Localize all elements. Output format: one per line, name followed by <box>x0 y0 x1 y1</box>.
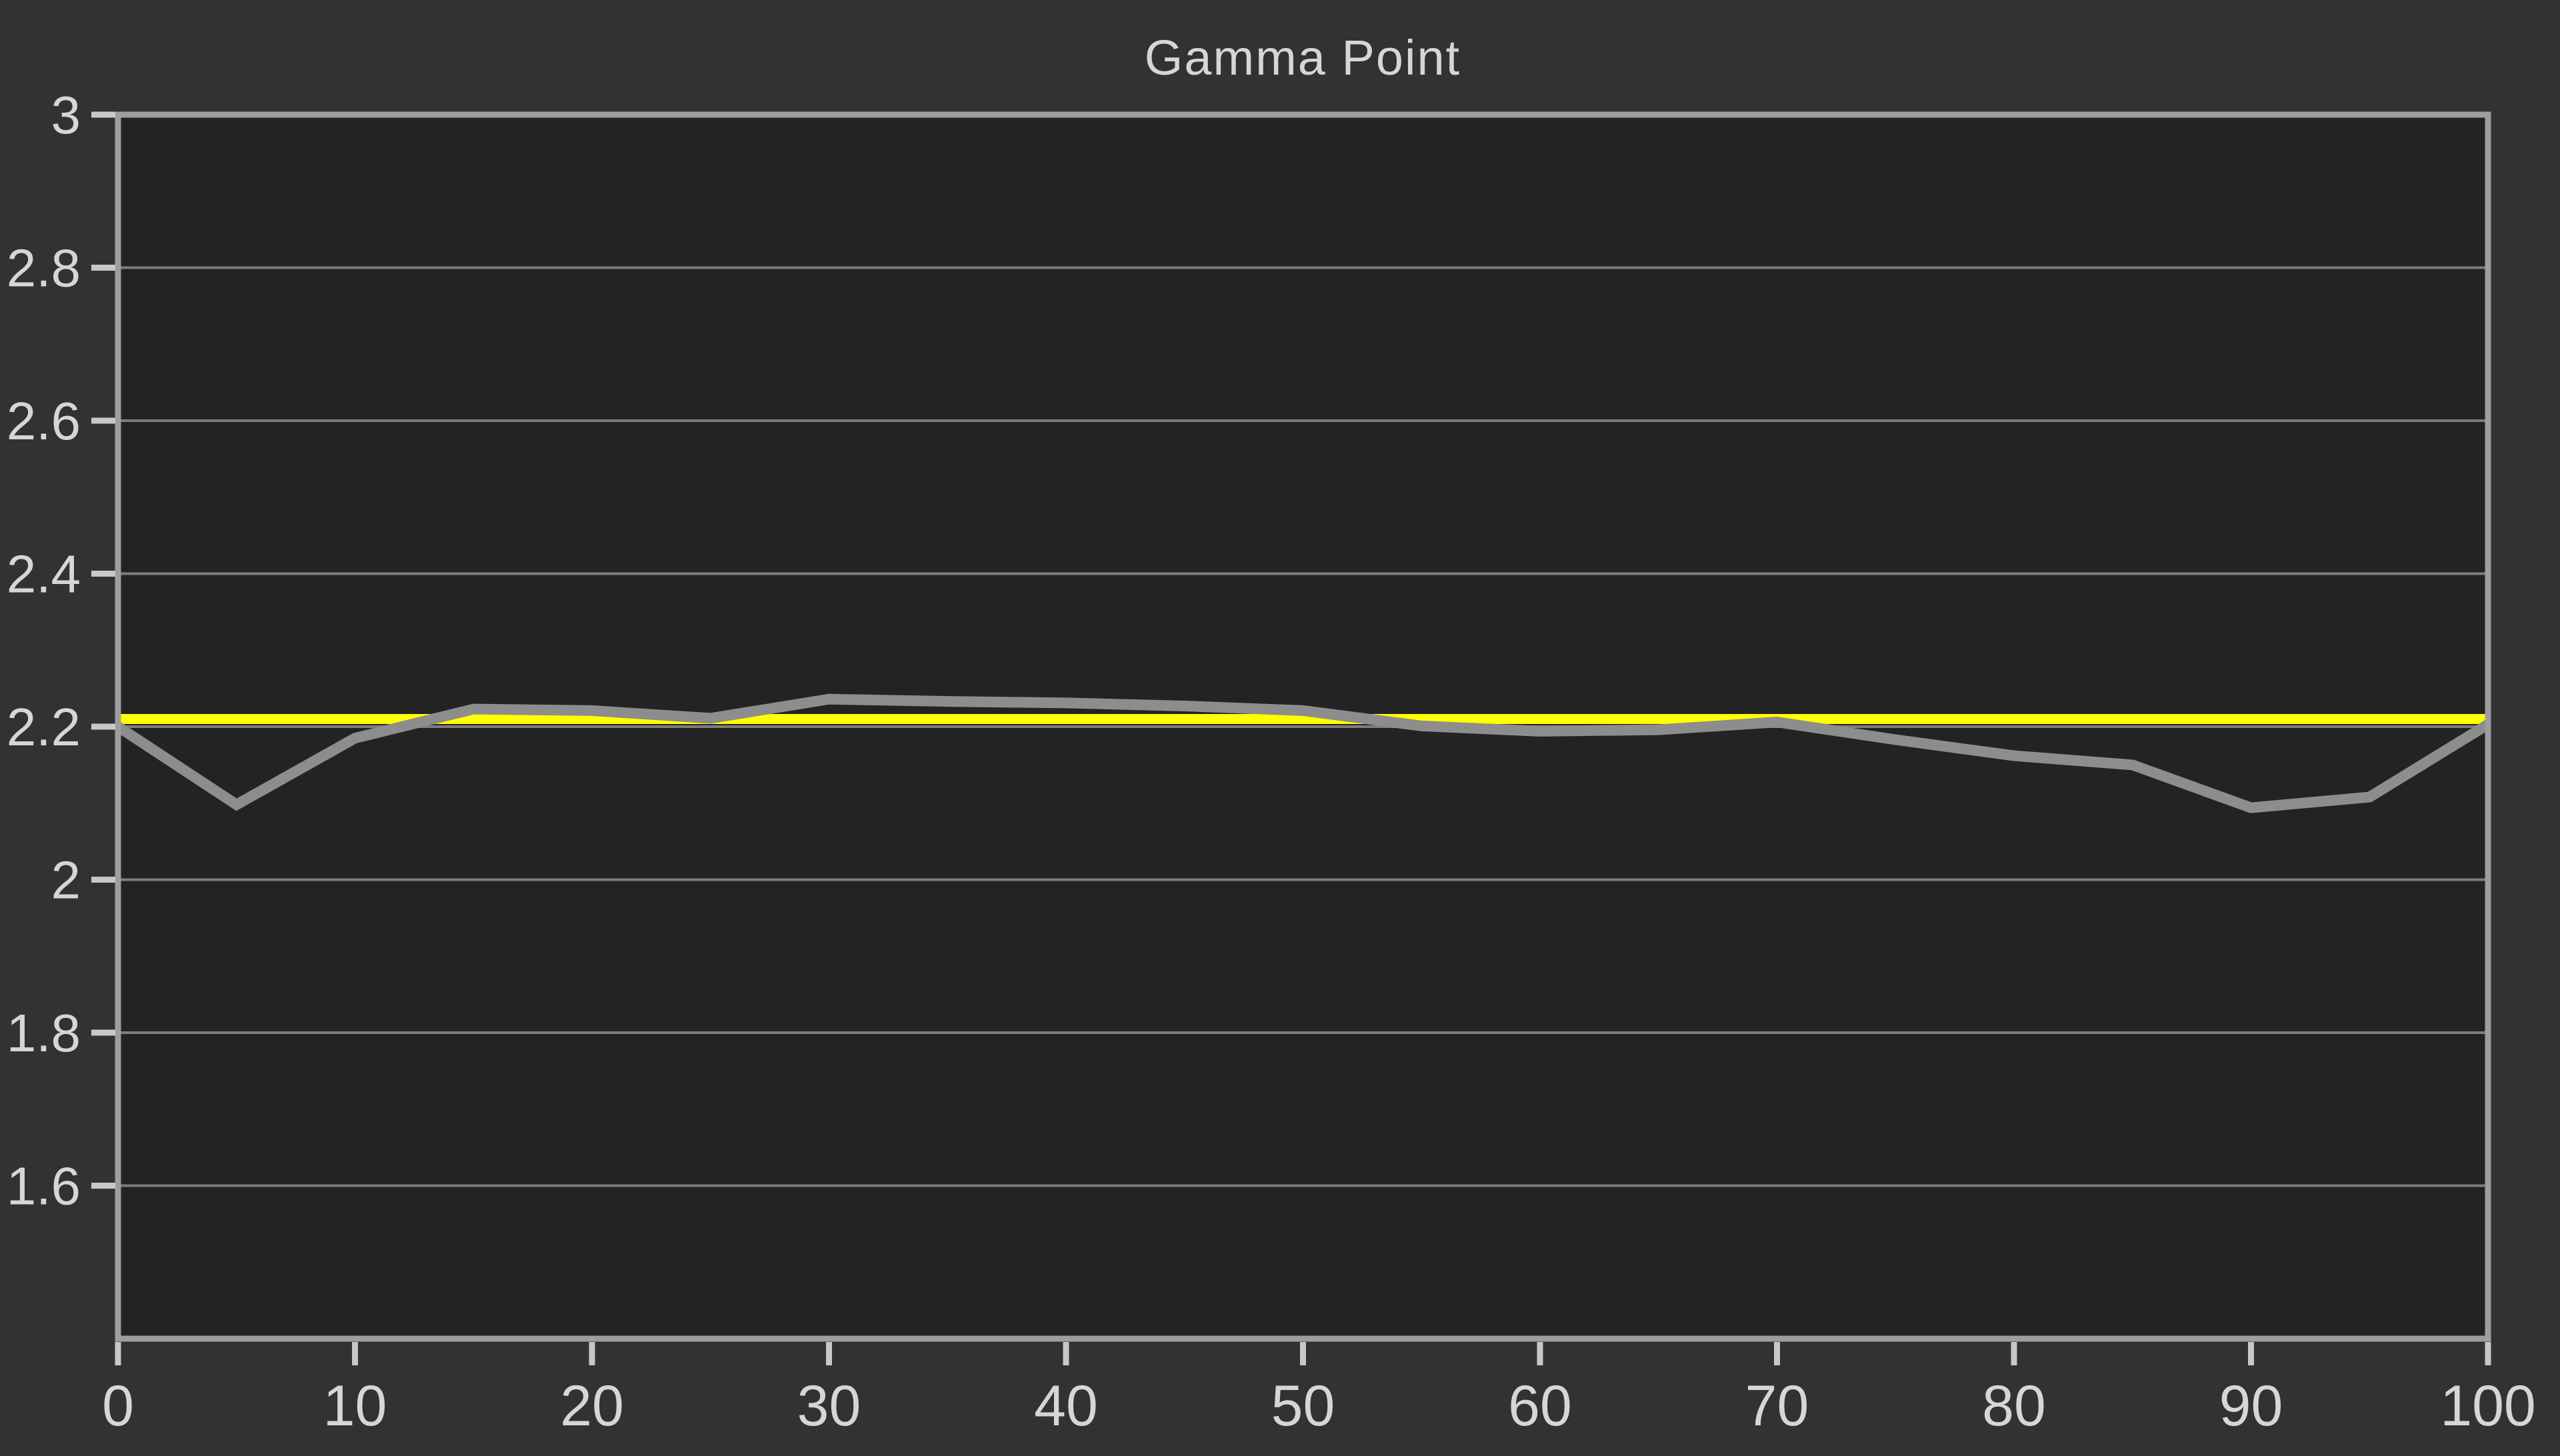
gamma-series-line <box>115 693 2491 813</box>
y-tick-label: 1.6 <box>7 1157 81 1216</box>
y-tick-label: 2.6 <box>7 391 81 451</box>
x-tick-label: 70 <box>1745 1374 1809 1438</box>
y-tick-label: 2.8 <box>7 239 81 298</box>
y-tick-label: 2.4 <box>7 545 81 604</box>
y-tick-label: 2.2 <box>7 697 81 757</box>
plot-border <box>115 111 2491 1342</box>
x-tick-label: 20 <box>560 1374 624 1438</box>
x-tick-label: 10 <box>323 1374 387 1438</box>
x-tick-label: 60 <box>1508 1374 1572 1438</box>
plot-layer: 3 2.8 2.6 2.4 2.2 2 1.8 1.6 0 10 20 30 40 50 60 70 80 90 1… <box>7 85 2536 1438</box>
y-tick-label: 2 <box>51 851 81 910</box>
x-tick-label: 30 <box>797 1374 861 1438</box>
chart-title: Gamma Point <box>1145 30 1461 85</box>
x-tick-label: 100 <box>2440 1374 2536 1438</box>
x-tick-label: 0 <box>102 1374 134 1438</box>
x-tick-label: 40 <box>1034 1374 1098 1438</box>
x-tick-label: 80 <box>1982 1374 2046 1438</box>
y-tick-label: 3 <box>51 85 81 145</box>
x-tick-label: 90 <box>2219 1374 2283 1438</box>
y-tick-label: 1.8 <box>7 1003 81 1063</box>
x-tick-label: 50 <box>1271 1374 1335 1438</box>
